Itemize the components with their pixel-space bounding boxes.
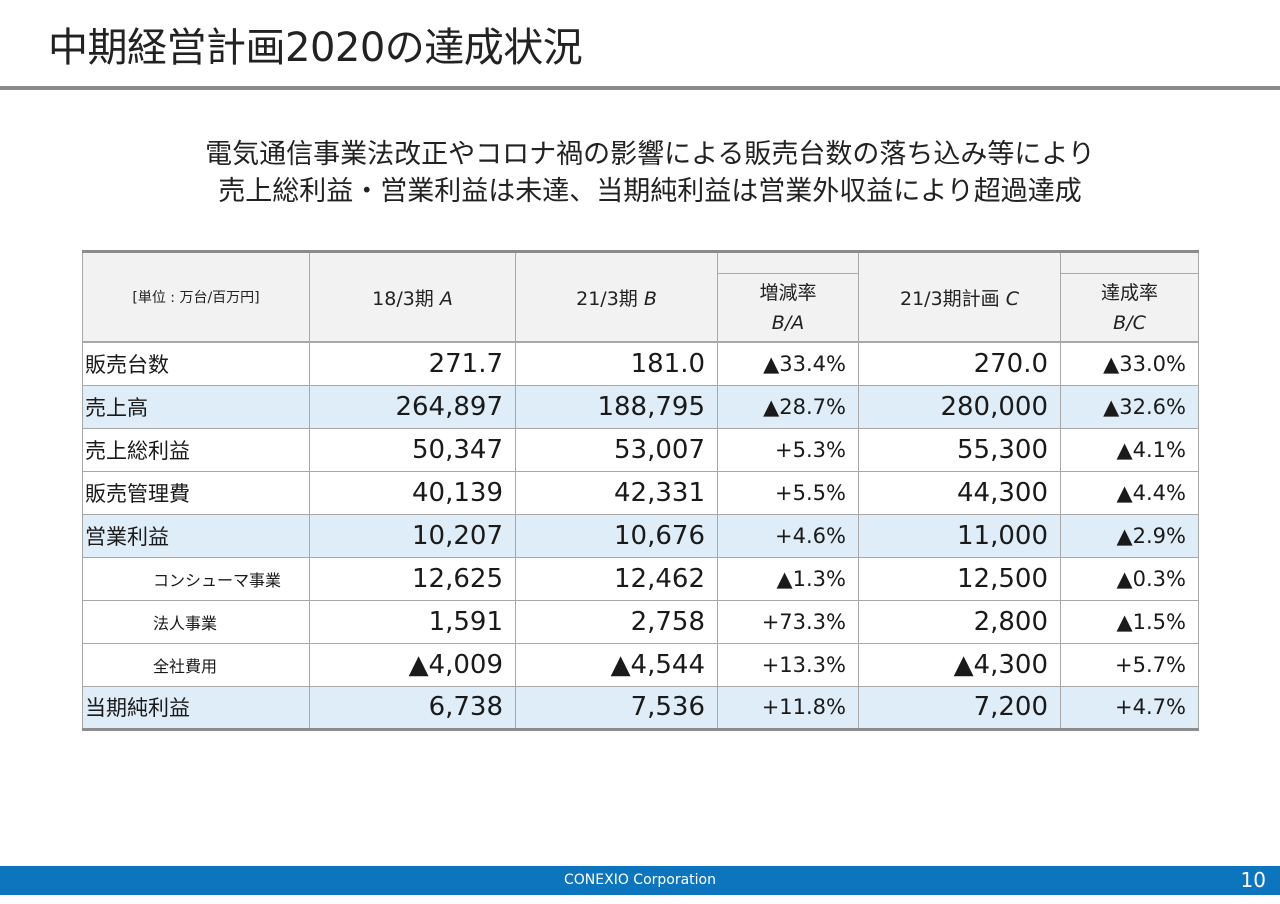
col-fy21-key: B [643,287,657,310]
col-header-fy18: 18/3期 A [309,251,516,343]
cell-plan: 270.0 [858,341,1061,386]
cell-fy21: 2,758 [515,599,718,644]
cell-achievement: ▲0.3% [1060,556,1199,601]
row-label: 販売管理費 [82,470,310,515]
table-row-gross-profit: 売上総利益 50,347 53,007 +5.3% 55,300 ▲4.1% [82,427,1199,472]
cell-change: +11.8% [717,685,859,730]
cell-fy18: 10,207 [309,513,516,558]
cell-achievement: ▲33.0% [1060,341,1199,386]
cell-plan: ▲4,300 [858,642,1061,687]
col-plan-label: 21/3期計画 [900,287,1000,310]
cell-fy21: 181.0 [515,341,718,386]
table-row-sga-expenses: 販売管理費 40,139 42,331 +5.5% 44,300 ▲4.4% [82,470,1199,515]
cell-fy18: 6,738 [309,685,516,730]
unit-label: [単位 : 万台/百万円] [82,251,310,343]
achievement-table: [単位 : 万台/百万円] 18/3期 A 21/3期 B 21/3期計画 C … [82,250,1199,731]
col-change-formula: B/A [771,311,805,334]
cell-plan: 11,000 [858,513,1061,558]
col-fy21-label: 21/3期 [576,287,638,310]
cell-achievement: ▲4.1% [1060,427,1199,472]
row-label: 当期純利益 [82,685,310,730]
table-row-unit-sales: 販売台数 271.7 181.0 ▲33.4% 270.0 ▲33.0% [82,341,1199,386]
cell-fy18: 264,897 [309,384,516,429]
cell-fy18: ▲4,009 [309,642,516,687]
col-achievement-formula: B/C [1113,311,1146,334]
table-row-corporate-expenses: 全社費用 ▲4,009 ▲4,544 +13.3% ▲4,300 +5.7% [82,642,1199,687]
row-label: 法人事業 [82,599,310,644]
row-label: 売上高 [82,384,310,429]
table-row-net-sales: 売上高 264,897 188,795 ▲28.7% 280,000 ▲32.6… [82,384,1199,429]
row-label: 販売台数 [82,341,310,386]
company-name: CONEXIO Corporation [563,872,716,888]
cell-fy21: 188,795 [515,384,718,429]
page-number: 10 [1240,868,1266,892]
cell-plan: 12,500 [858,556,1061,601]
col-fy18-key: A [439,287,453,310]
col-header-change-spacer [717,250,859,274]
cell-plan: 55,300 [858,427,1061,472]
cell-fy21: 53,007 [515,427,718,472]
cell-fy21: 7,536 [515,685,718,730]
cell-fy18: 1,591 [309,599,516,644]
cell-change: +4.6% [717,513,859,558]
cell-plan: 44,300 [858,470,1061,515]
cell-change: +5.5% [717,470,859,515]
cell-achievement: ▲32.6% [1060,384,1199,429]
col-header-plan: 21/3期計画 C [858,251,1061,343]
cell-change: ▲1.3% [717,556,859,601]
summary-text: 電気通信事業法改正やコロナ禍の影響による販売台数の落ち込み等により 売上総利益・… [0,136,1280,210]
row-label: 全社費用 [82,642,310,687]
title-divider [0,86,1280,90]
row-label: 営業利益 [82,513,310,558]
summary-line-1: 電気通信事業法改正やコロナ禍の影響による販売台数の落ち込み等により [205,139,1095,170]
cell-fy21: ▲4,544 [515,642,718,687]
table-row-corporate-business: 法人事業 1,591 2,758 +73.3% 2,800 ▲1.5% [82,599,1199,644]
col-achievement-label: 達成率 [1100,281,1158,304]
cell-fy18: 40,139 [309,470,516,515]
row-label: 売上総利益 [82,427,310,472]
cell-achievement: ▲2.9% [1060,513,1199,558]
col-header-achievement-spacer [1060,250,1199,274]
footer-bar: CONEXIO Corporation 10 [0,866,1280,895]
table-row-consumer-business: コンシューマ事業 12,625 12,462 ▲1.3% 12,500 ▲0.3… [82,556,1199,601]
col-plan-key: C [1005,287,1019,310]
row-label: コンシューマ事業 [82,556,310,601]
cell-achievement: +4.7% [1060,685,1199,730]
cell-fy21: 10,676 [515,513,718,558]
table-row-operating-income: 営業利益 10,207 10,676 +4.6% 11,000 ▲2.9% [82,513,1199,558]
cell-change: +13.3% [717,642,859,687]
cell-fy21: 42,331 [515,470,718,515]
cell-change: ▲33.4% [717,341,859,386]
cell-achievement: ▲1.5% [1060,599,1199,644]
col-header-achievement: 達成率 B/C [1060,273,1199,343]
cell-plan: 280,000 [858,384,1061,429]
col-header-change: 増減率 B/A [717,273,859,343]
page-title: 中期経営計画2020の達成状況 [48,25,583,71]
col-header-fy21: 21/3期 B [515,251,718,343]
cell-achievement: +5.7% [1060,642,1199,687]
cell-fy18: 12,625 [309,556,516,601]
cell-plan: 2,800 [858,599,1061,644]
col-fy18-label: 18/3期 [372,287,434,310]
cell-change: ▲28.7% [717,384,859,429]
cell-fy18: 50,347 [309,427,516,472]
summary-line-2: 売上総利益・営業利益は未達、当期純利益は営業外収益により超過達成 [218,176,1082,207]
cell-fy18: 271.7 [309,341,516,386]
cell-fy21: 12,462 [515,556,718,601]
cell-change: +73.3% [717,599,859,644]
table-row-net-income: 当期純利益 6,738 7,536 +11.8% 7,200 +4.7% [82,685,1199,730]
cell-plan: 7,200 [858,685,1061,730]
col-change-label: 増減率 [759,281,817,304]
cell-change: +5.3% [717,427,859,472]
cell-achievement: ▲4.4% [1060,470,1199,515]
